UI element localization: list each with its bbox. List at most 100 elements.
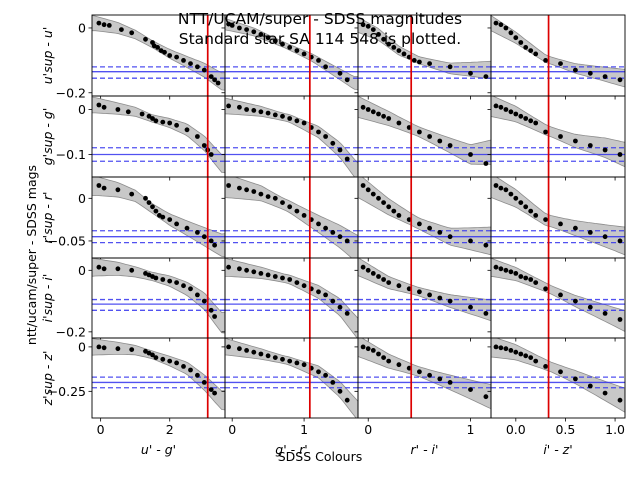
panel-3-2 <box>354 257 492 342</box>
data-point <box>316 58 321 63</box>
uncertainty-band <box>92 258 225 334</box>
data-point <box>139 111 145 117</box>
data-point <box>344 238 350 244</box>
data-point <box>96 102 102 108</box>
data-point <box>381 113 386 119</box>
x-tick-label: 0.5 <box>555 422 575 437</box>
y-tick-label: −0.2 <box>56 324 86 339</box>
data-point <box>188 61 193 66</box>
panel-3-0: 0 −0.2i'sup - i' <box>40 257 226 342</box>
data-point <box>391 45 397 50</box>
data-point <box>195 64 200 70</box>
data-point <box>396 48 402 53</box>
data-point <box>96 264 102 270</box>
panel-3-3 <box>487 257 626 342</box>
data-point <box>212 390 218 396</box>
data-point <box>294 280 300 285</box>
data-point <box>272 274 278 279</box>
data-point <box>237 25 242 31</box>
panel-plot-area <box>92 96 225 177</box>
panel-4-1: 0 1 g' - r' <box>221 337 359 457</box>
x-tick-label: 2 <box>166 422 174 437</box>
data-point <box>323 292 328 298</box>
data-point <box>184 225 190 231</box>
data-point <box>153 355 159 360</box>
data-point <box>244 107 250 112</box>
data-point <box>518 351 524 357</box>
data-point <box>558 369 563 375</box>
data-point <box>208 307 214 313</box>
data-point <box>508 348 514 353</box>
data-point <box>386 280 392 285</box>
data-point <box>558 61 563 66</box>
panel-frame <box>490 14 626 97</box>
data-point <box>381 36 386 42</box>
data-point <box>188 367 193 373</box>
data-point <box>528 48 534 53</box>
data-point <box>280 356 285 362</box>
data-point <box>272 38 278 44</box>
panel-plot-area <box>358 15 491 96</box>
panel-1-2 <box>354 95 492 181</box>
data-point <box>129 30 135 36</box>
data-point <box>195 134 200 139</box>
y-tick-label: −0.2 <box>56 85 86 100</box>
figure-x-label: SDSS Colours <box>278 449 362 464</box>
data-point <box>160 214 166 220</box>
data-point <box>265 110 271 116</box>
data-point <box>617 238 623 244</box>
data-point <box>237 346 242 352</box>
data-point <box>386 358 392 364</box>
data-point <box>370 348 376 353</box>
data-point <box>468 70 473 76</box>
data-point <box>437 138 443 144</box>
data-point <box>344 77 350 83</box>
uncertainty-band <box>358 16 491 80</box>
row-y-label: g'sup - g' <box>40 108 55 166</box>
panel-plot-area <box>225 96 358 177</box>
data-point <box>150 352 155 358</box>
data-point <box>153 118 159 124</box>
data-point <box>272 112 278 118</box>
data-point <box>160 119 166 125</box>
data-point <box>558 292 563 298</box>
data-point <box>150 116 155 121</box>
data-point <box>280 275 285 281</box>
data-point <box>503 267 509 273</box>
panel-plot-area <box>491 338 625 418</box>
panel-1-0: 0 −0.1g'sup - g' <box>40 95 226 181</box>
data-point <box>251 29 257 35</box>
data-point <box>447 380 453 385</box>
data-point <box>518 274 524 279</box>
column-x-label: r' - i' <box>411 442 439 457</box>
data-point <box>316 129 321 135</box>
data-point <box>226 103 232 109</box>
data-point <box>201 234 207 240</box>
data-point <box>370 109 376 115</box>
data-point <box>301 213 307 218</box>
data-point <box>287 358 293 364</box>
data-point <box>528 355 534 360</box>
panel-plot-area <box>92 177 225 258</box>
data-point <box>503 346 509 352</box>
panel-0-3 <box>487 14 626 100</box>
data-point <box>323 225 328 231</box>
data-point <box>376 195 381 201</box>
uncertainty-band <box>92 15 225 91</box>
data-point <box>287 116 293 121</box>
data-point <box>237 266 242 272</box>
data-point <box>106 23 112 28</box>
data-point <box>483 74 489 79</box>
data-point <box>401 51 407 57</box>
data-point <box>208 74 214 79</box>
x-tick-label: 1 <box>300 422 308 437</box>
data-point <box>244 187 250 193</box>
data-point <box>602 74 608 79</box>
data-point <box>301 283 307 289</box>
row-y-label: z'sup - z' <box>40 351 55 407</box>
data-point <box>518 200 524 206</box>
data-point <box>437 376 443 382</box>
data-point <box>523 116 529 121</box>
data-point <box>323 134 328 139</box>
data-point <box>155 45 161 50</box>
